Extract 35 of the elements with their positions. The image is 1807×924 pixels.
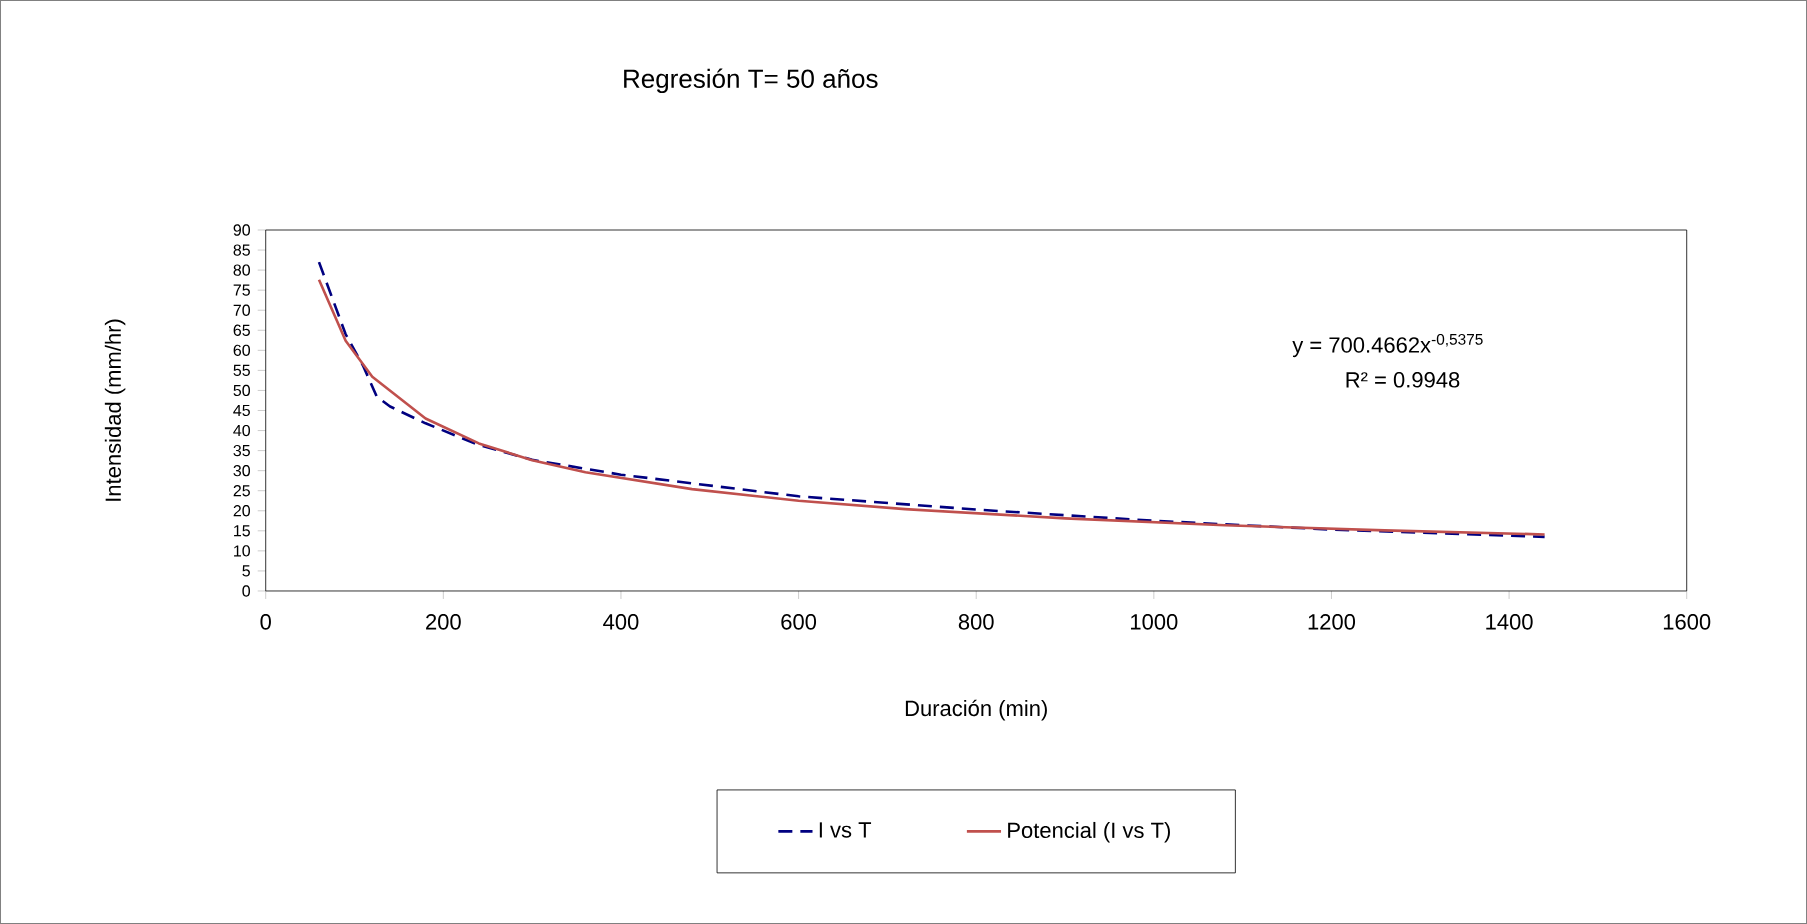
y-tick-label: 5 <box>242 565 250 577</box>
x-tick-label: 1000 <box>1131 614 1178 630</box>
x-tick-label: 200 <box>426 614 461 630</box>
y-tick-label: 45 <box>233 404 250 417</box>
y-tick-label: 80 <box>233 264 251 276</box>
x-tick-label: 800 <box>958 614 994 630</box>
y-tick-label: 25 <box>233 485 250 497</box>
x-tick-label: 600 <box>781 614 817 630</box>
x-tick-label: 1400 <box>1486 614 1533 630</box>
y-tick-label: 0 <box>242 585 251 597</box>
y-tick-label: 70 <box>233 304 251 316</box>
y-tick-label: 55 <box>233 364 250 376</box>
y-tick-label: 50 <box>233 384 251 397</box>
y-axis-title: Intensidad (mm/hr) <box>104 319 126 501</box>
legend-label: I vs T <box>819 822 872 838</box>
y-tick-label: 85 <box>233 244 250 256</box>
legend-label: Potencial (I vs T) <box>1008 821 1170 843</box>
y-tick-label: 65 <box>233 324 250 336</box>
annotation: y = 700.4662x$^{-0,5375}$ <box>1292 333 1483 358</box>
y-tick-label: 60 <box>233 344 251 356</box>
y-tick-label: 30 <box>233 465 251 477</box>
y-tick-label: 40 <box>233 424 251 437</box>
y-tick-label: 35 <box>233 444 250 457</box>
y-tick-label: 75 <box>233 284 250 296</box>
x-tick-label: 1600 <box>1663 614 1711 630</box>
x-axis-title: Duración (min) <box>905 699 1047 721</box>
y-tick-label: 10 <box>234 545 251 557</box>
x-tick-label: 400 <box>603 614 639 630</box>
y-tick-label: 20 <box>233 505 251 517</box>
x-tick-label: 0 <box>260 614 271 630</box>
x-tick-label: 1200 <box>1308 614 1356 630</box>
annotation: R² = 0.9948 <box>1346 372 1460 388</box>
y-tick-label: 90 <box>233 224 251 236</box>
chart-title: Regresión T= 50 años <box>624 68 878 94</box>
y-tick-label: 15 <box>234 525 250 537</box>
